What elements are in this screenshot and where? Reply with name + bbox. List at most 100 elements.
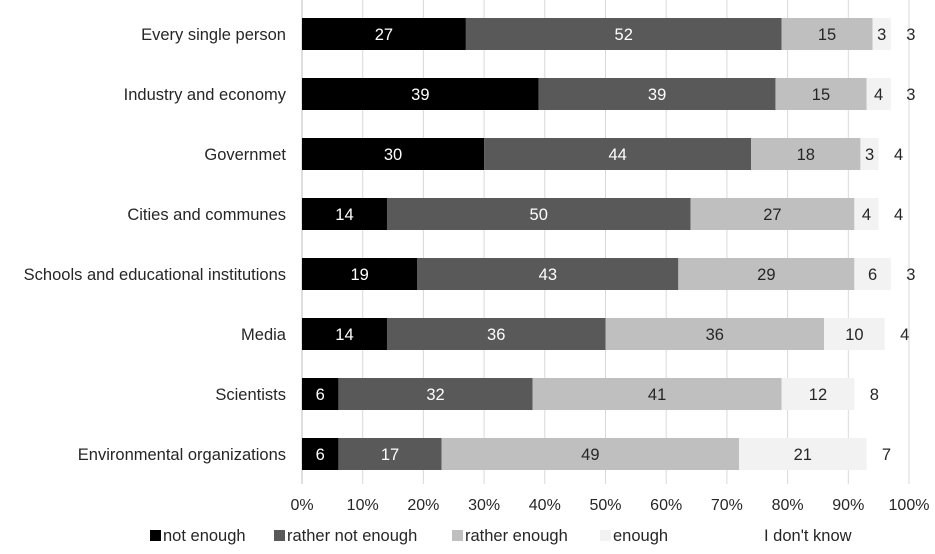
legend-label: I don't know bbox=[764, 527, 852, 545]
category-label: Environmental organizations bbox=[78, 446, 286, 464]
data-label: 6 bbox=[316, 446, 325, 464]
bar-segment-rather-not-enough bbox=[417, 258, 679, 290]
data-label: 4 bbox=[862, 206, 871, 224]
bar-segment-rather-enough bbox=[441, 438, 740, 470]
category-label: Governmet bbox=[204, 146, 286, 164]
bar-segment-enough bbox=[872, 18, 891, 50]
bar-segment-rather-not-enough bbox=[338, 378, 533, 410]
bar-segment-rather-not-enough bbox=[538, 78, 776, 110]
tick-label-30: 30% bbox=[468, 497, 500, 514]
bar-segment-rather-enough bbox=[605, 318, 825, 350]
category-label: Schools and educational institutions bbox=[24, 266, 286, 284]
tick-label-0: 0% bbox=[290, 497, 313, 514]
x-axis-ticks: 0% 10% 20% 30% 40% 50% 60% 70% 80% 90% 100% bbox=[290, 497, 929, 514]
data-label: 6 bbox=[316, 386, 325, 404]
data-label: 27 bbox=[375, 26, 393, 44]
legend-swatch bbox=[274, 530, 285, 541]
legend-swatch bbox=[751, 530, 762, 541]
data-label: 39 bbox=[648, 86, 666, 104]
data-label: 44 bbox=[608, 146, 626, 164]
data-label: 39 bbox=[411, 86, 429, 104]
bar-segment-not-enough bbox=[302, 318, 387, 350]
data-label: 12 bbox=[809, 386, 827, 404]
data-label: 32 bbox=[426, 386, 444, 404]
data-label: 27 bbox=[763, 206, 781, 224]
bar-segment-rather-not-enough bbox=[386, 198, 691, 230]
bar-segment-enough bbox=[854, 198, 879, 230]
category-label: Industry and economy bbox=[124, 86, 287, 104]
legend-label: enough bbox=[613, 527, 668, 545]
data-label: 3 bbox=[906, 266, 915, 284]
bar-segment-rather-not-enough bbox=[465, 18, 782, 50]
data-label: 3 bbox=[877, 26, 886, 44]
bar-segment-rather-enough bbox=[678, 258, 855, 290]
bar-segment-enough bbox=[739, 438, 867, 470]
data-label: 4 bbox=[874, 86, 883, 104]
data-label: 36 bbox=[487, 326, 505, 344]
bar-segment-rather-not-enough bbox=[338, 438, 442, 470]
bar-segment-not-enough bbox=[302, 378, 339, 410]
category-label: Every single person bbox=[141, 26, 286, 44]
bar-segment-rather-enough bbox=[751, 138, 861, 170]
data-label: 52 bbox=[615, 26, 633, 44]
tick-label-70: 70% bbox=[711, 497, 743, 514]
data-label: 49 bbox=[581, 446, 599, 464]
data-label: 30 bbox=[384, 146, 402, 164]
bar-segment-not-enough bbox=[302, 138, 485, 170]
data-label: 50 bbox=[530, 206, 548, 224]
tick-label-80: 80% bbox=[772, 497, 804, 514]
category-labels: Every single person Industry and economy G… bbox=[24, 26, 287, 464]
bar-segment-rather-enough bbox=[781, 18, 873, 50]
data-label: 29 bbox=[757, 266, 775, 284]
bars: 27 52 15 3 339 39 15 4 330 44 18 3 414 50 27 4 419 43 29 6 3… bbox=[302, 18, 915, 470]
bar-segment-rather-enough bbox=[775, 78, 867, 110]
data-label: 4 bbox=[900, 326, 909, 344]
legend: not enough rather not enough rather enough… bbox=[150, 527, 852, 545]
data-label: 21 bbox=[794, 446, 812, 464]
bar-segment-enough bbox=[854, 258, 891, 290]
category-label: Media bbox=[241, 326, 287, 344]
data-label: 10 bbox=[845, 326, 863, 344]
data-label: 15 bbox=[818, 26, 836, 44]
legend-label: rather enough bbox=[465, 527, 568, 545]
tick-label-90: 90% bbox=[832, 497, 864, 514]
data-label: 36 bbox=[706, 326, 724, 344]
legend-swatch bbox=[150, 530, 161, 541]
category-label: Cities and communes bbox=[127, 206, 286, 224]
data-label: 3 bbox=[906, 86, 915, 104]
legend-label: not enough bbox=[163, 527, 246, 545]
data-label: 3 bbox=[906, 26, 915, 44]
data-label: 7 bbox=[882, 446, 891, 464]
tick-label-10: 10% bbox=[347, 497, 379, 514]
legend-label: rather not enough bbox=[287, 527, 417, 545]
bar-segment-enough bbox=[781, 378, 855, 410]
tick-label-40: 40% bbox=[529, 497, 561, 514]
tick-label-100: 100% bbox=[889, 497, 930, 514]
bar-segment-enough bbox=[860, 138, 879, 170]
data-label: 41 bbox=[648, 386, 666, 404]
tick-label-50: 50% bbox=[589, 497, 621, 514]
data-label: 3 bbox=[865, 146, 874, 164]
data-label: 18 bbox=[797, 146, 815, 164]
gridlines bbox=[301, 0, 910, 484]
tick-label-20: 20% bbox=[407, 497, 439, 514]
data-label: 17 bbox=[381, 446, 399, 464]
legend-swatch bbox=[452, 530, 463, 541]
bar-segment-not-enough bbox=[302, 258, 418, 290]
bar-segment-rather-not-enough bbox=[484, 138, 752, 170]
data-label: 14 bbox=[335, 206, 353, 224]
bar-segment-not-enough bbox=[302, 78, 539, 110]
data-label: 4 bbox=[894, 146, 903, 164]
data-label: 6 bbox=[868, 266, 877, 284]
bar-segment-not-enough bbox=[302, 18, 466, 50]
data-label: 14 bbox=[335, 326, 353, 344]
tick-label-60: 60% bbox=[650, 497, 682, 514]
bar-segment-rather-not-enough bbox=[386, 318, 606, 350]
bar-segment-rather-enough bbox=[532, 378, 782, 410]
bar-segment-enough bbox=[866, 78, 891, 110]
legend-swatch bbox=[600, 530, 611, 541]
data-label: 8 bbox=[870, 386, 879, 404]
data-label: 15 bbox=[812, 86, 830, 104]
bar-segment-rather-enough bbox=[690, 198, 855, 230]
